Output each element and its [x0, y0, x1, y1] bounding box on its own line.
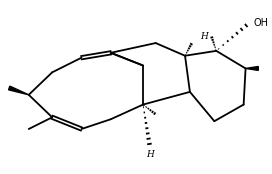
Polygon shape [8, 86, 29, 95]
Polygon shape [246, 66, 258, 70]
Text: H: H [201, 32, 209, 41]
Text: OH: OH [254, 18, 268, 27]
Text: H: H [146, 151, 154, 160]
